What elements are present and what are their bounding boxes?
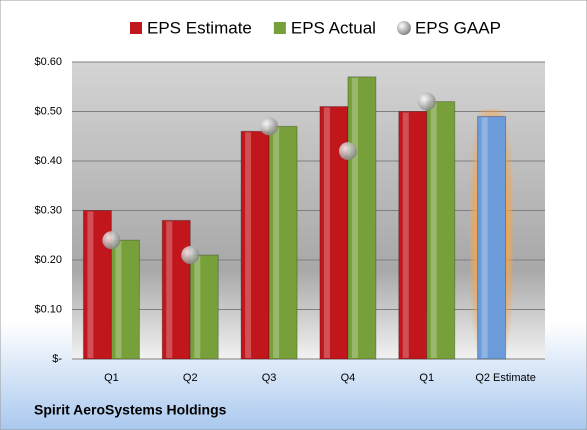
y-tick-label: $0.50: [34, 105, 62, 117]
bar-shine: [87, 211, 94, 358]
bar: [477, 115, 507, 360]
bar: [426, 101, 456, 360]
gaap-marker: [417, 92, 436, 111]
y-tick-label: $-: [52, 353, 62, 365]
legend-swatch: [130, 22, 142, 34]
bar: [189, 254, 219, 360]
bar-shine: [194, 256, 201, 358]
bar-shine: [323, 107, 330, 358]
bar: [268, 125, 298, 360]
legend-swatch: [273, 22, 286, 34]
chart-title: Spirit AeroSystems Holdings: [34, 402, 227, 418]
x-tick-label: Q3: [262, 372, 277, 384]
x-tick-label: Q1: [419, 372, 434, 384]
bar-shine: [245, 132, 252, 358]
gaap-marker: [181, 246, 200, 265]
bar-shine: [481, 117, 488, 358]
y-tick-label: $0.20: [34, 254, 62, 266]
legend: EPS Estimate EPS Actual EPS GAAP: [130, 18, 501, 37]
y-tick-label: $0.60: [34, 56, 62, 68]
gaap-marker: [102, 231, 121, 250]
x-tick-label: Q2 Estimate: [475, 372, 536, 384]
gaap-marker: [260, 117, 279, 136]
bar-shine: [351, 77, 358, 358]
legend-label: EPS GAAP: [415, 18, 501, 37]
bar: [347, 76, 377, 360]
bar-shine: [273, 127, 280, 358]
x-tick-label: Q1: [104, 372, 119, 384]
y-tick-label: $0.10: [34, 303, 62, 315]
x-tick-label: Q2: [183, 372, 198, 384]
legend-label: EPS Estimate: [147, 18, 252, 37]
x-tick-label: Q4: [341, 372, 356, 384]
bar-shine: [430, 102, 437, 358]
bar-shine: [115, 241, 122, 358]
bar: [240, 130, 270, 360]
y-tick-label: $0.40: [34, 155, 62, 167]
legend-label: EPS Actual: [291, 18, 376, 37]
gaap-marker: [338, 142, 357, 161]
bar-shine: [166, 221, 173, 358]
y-tick-label: $0.30: [34, 204, 62, 216]
bar-shine: [402, 112, 409, 358]
legend-marker: [396, 21, 411, 35]
bar: [110, 239, 140, 360]
